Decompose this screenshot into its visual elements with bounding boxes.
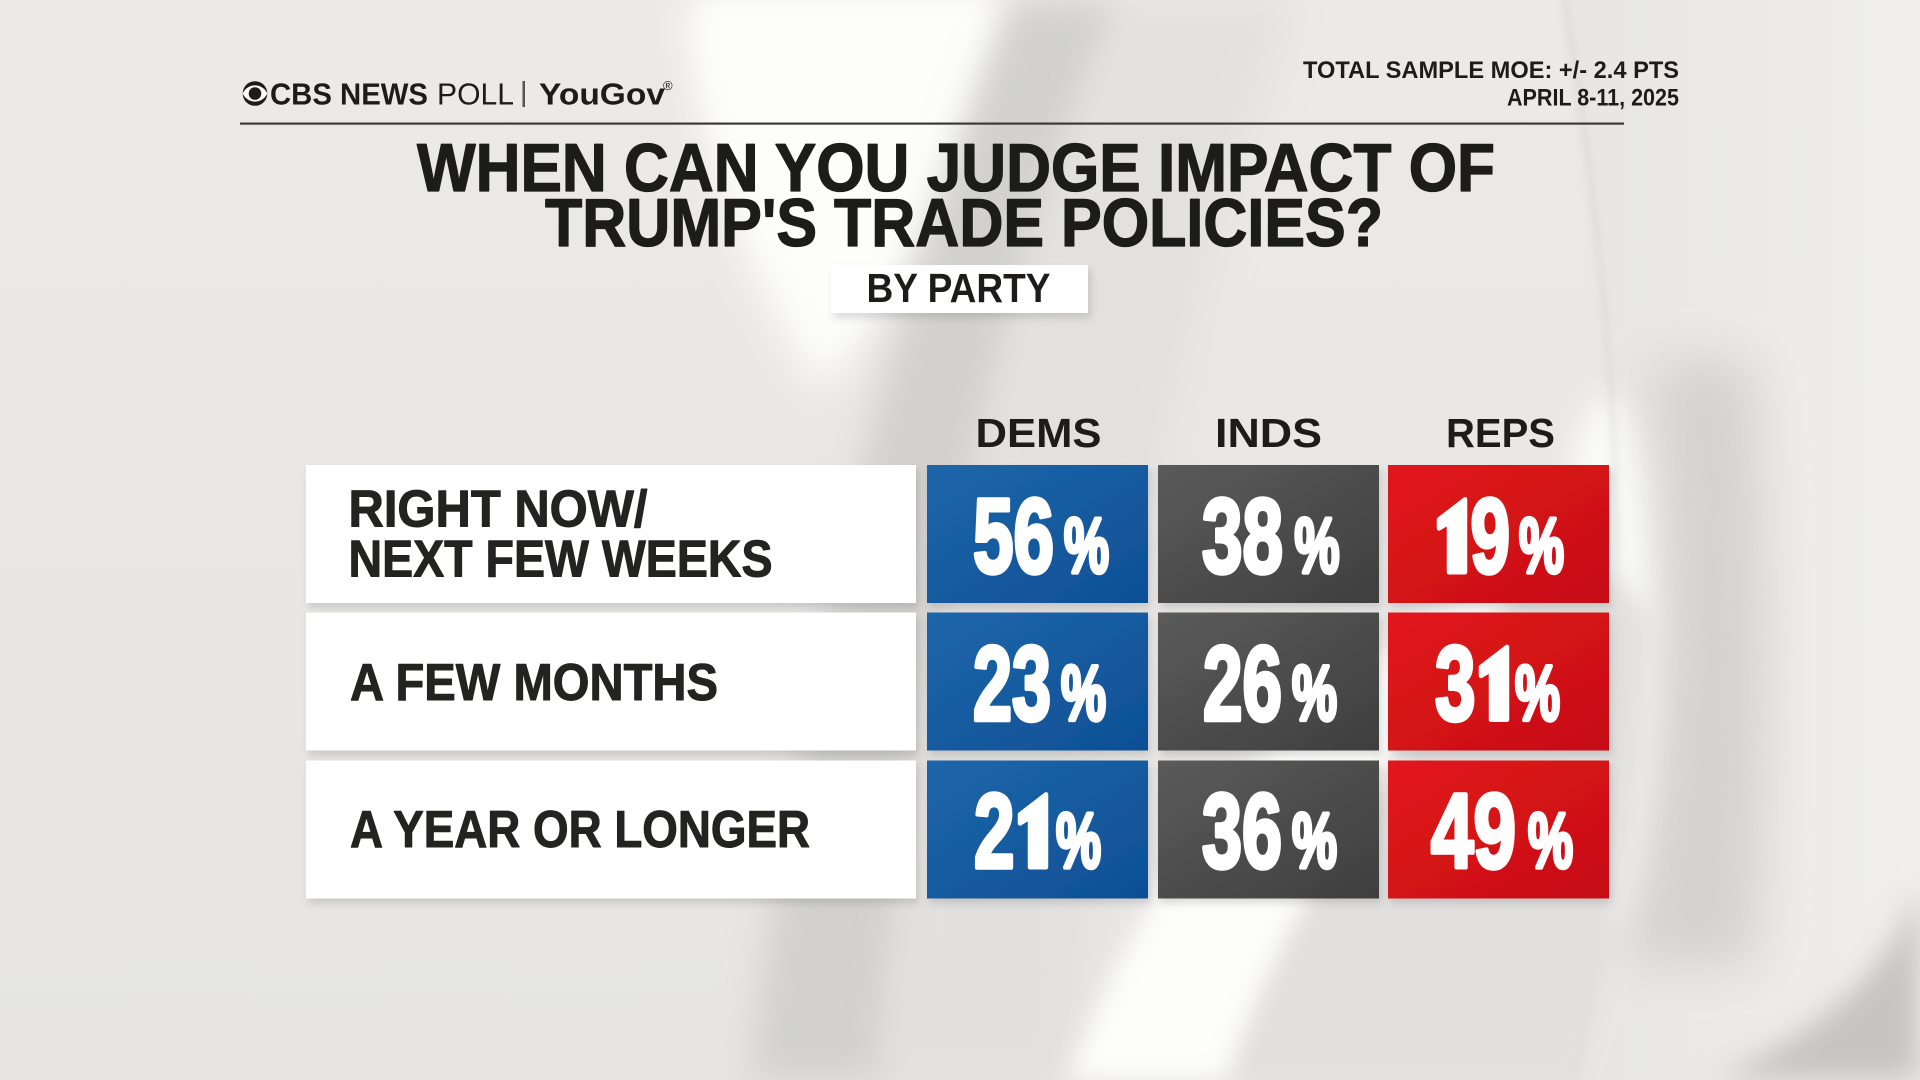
svg-text:REPS: REPS <box>1446 410 1555 456</box>
svg-text:56: 56 <box>973 477 1054 595</box>
svg-text:38: 38 <box>1202 477 1283 595</box>
svg-text:INDS: INDS <box>1215 410 1322 456</box>
svg-text:CBS NEWS: CBS NEWS <box>270 77 428 112</box>
svg-text:23: 23 <box>973 625 1051 743</box>
svg-text:POLL: POLL <box>437 77 514 112</box>
svg-text:%: % <box>1292 649 1337 737</box>
svg-text:49: 49 <box>1431 772 1516 890</box>
svg-text:9: 9 <box>1471 477 1511 595</box>
svg-text:3: 3 <box>1435 625 1476 743</box>
svg-text:%: % <box>1295 501 1340 589</box>
svg-text:RIGHT NOW/: RIGHT NOW/ <box>349 480 648 538</box>
svg-text:TOTAL SAMPLE MOE: +/- 2.4 PTS: TOTAL SAMPLE MOE: +/- 2.4 PTS <box>1303 57 1679 84</box>
svg-text:2: 2 <box>974 772 1015 890</box>
svg-text:TRUMP'S TRADE POLICIES?: TRUMP'S TRADE POLICIES? <box>545 186 1383 261</box>
svg-text:%: % <box>1519 501 1564 589</box>
svg-text:DEMS: DEMS <box>976 410 1102 456</box>
svg-text:%: % <box>1064 501 1109 589</box>
svg-text:NEXT FEW WEEKS: NEXT FEW WEEKS <box>349 530 773 588</box>
svg-text:%: % <box>1528 796 1573 884</box>
svg-text:%: % <box>1515 649 1560 737</box>
svg-text:%: % <box>1292 796 1337 884</box>
svg-text:26: 26 <box>1203 625 1282 743</box>
svg-text:%: % <box>1061 649 1106 737</box>
svg-text:BY PARTY: BY PARTY <box>867 265 1051 311</box>
svg-text:A YEAR OR LONGER: A YEAR OR LONGER <box>350 800 810 858</box>
svg-text:®: ® <box>663 78 673 93</box>
svg-text:APRIL 8-11, 2025: APRIL 8-11, 2025 <box>1507 85 1679 112</box>
svg-text:%: % <box>1056 796 1101 884</box>
svg-text:A FEW MONTHS: A FEW MONTHS <box>350 653 718 711</box>
svg-text:36: 36 <box>1202 772 1282 890</box>
svg-text:WHEN CAN YOU JUDGE IMPACT OF: WHEN CAN YOU JUDGE IMPACT OF <box>417 131 1495 206</box>
svg-text:YouGov: YouGov <box>539 77 666 112</box>
